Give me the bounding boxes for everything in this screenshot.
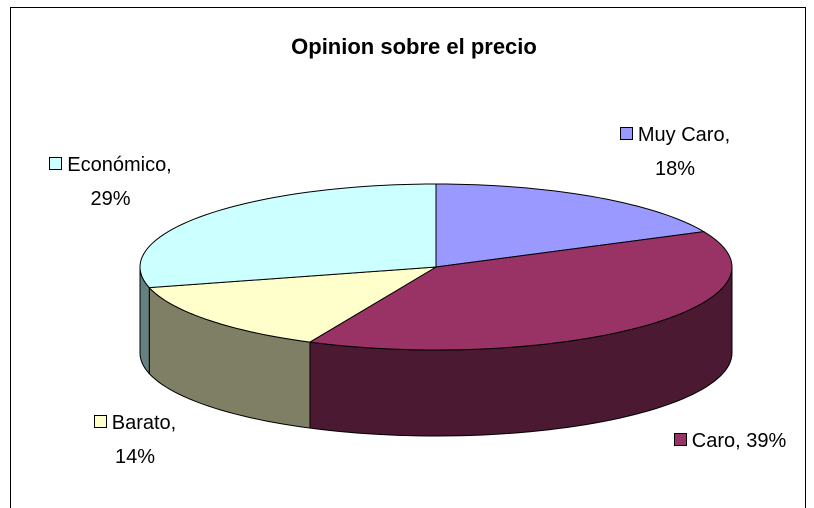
- legend-key: [93, 415, 107, 428]
- data-label: Muy Caro, 18%: [600, 118, 750, 186]
- legend-key: [673, 433, 687, 446]
- data-label-text: Caro, 39%: [691, 430, 787, 452]
- pie-slice: [435, 183, 706, 268]
- chart-title: Opinion sobre el precio: [291, 34, 537, 59]
- chart-frame: [10, 7, 806, 508]
- legend-key: [49, 157, 63, 170]
- data-label-text: Muy Caro, 18%: [637, 124, 731, 180]
- data-label: Económico, 29%: [48, 148, 173, 216]
- data-label: Caro, 39%: [655, 424, 805, 458]
- pie-slice: [308, 231, 733, 351]
- pie-tops: [139, 183, 733, 351]
- data-label-text: Barato, 14%: [111, 412, 177, 468]
- legend-key: [619, 127, 633, 140]
- pie-slice: [148, 266, 437, 343]
- data-label-text: Económico, 29%: [67, 154, 172, 210]
- data-label: Barato, 14%: [80, 406, 190, 474]
- pie-slice: [139, 183, 437, 289]
